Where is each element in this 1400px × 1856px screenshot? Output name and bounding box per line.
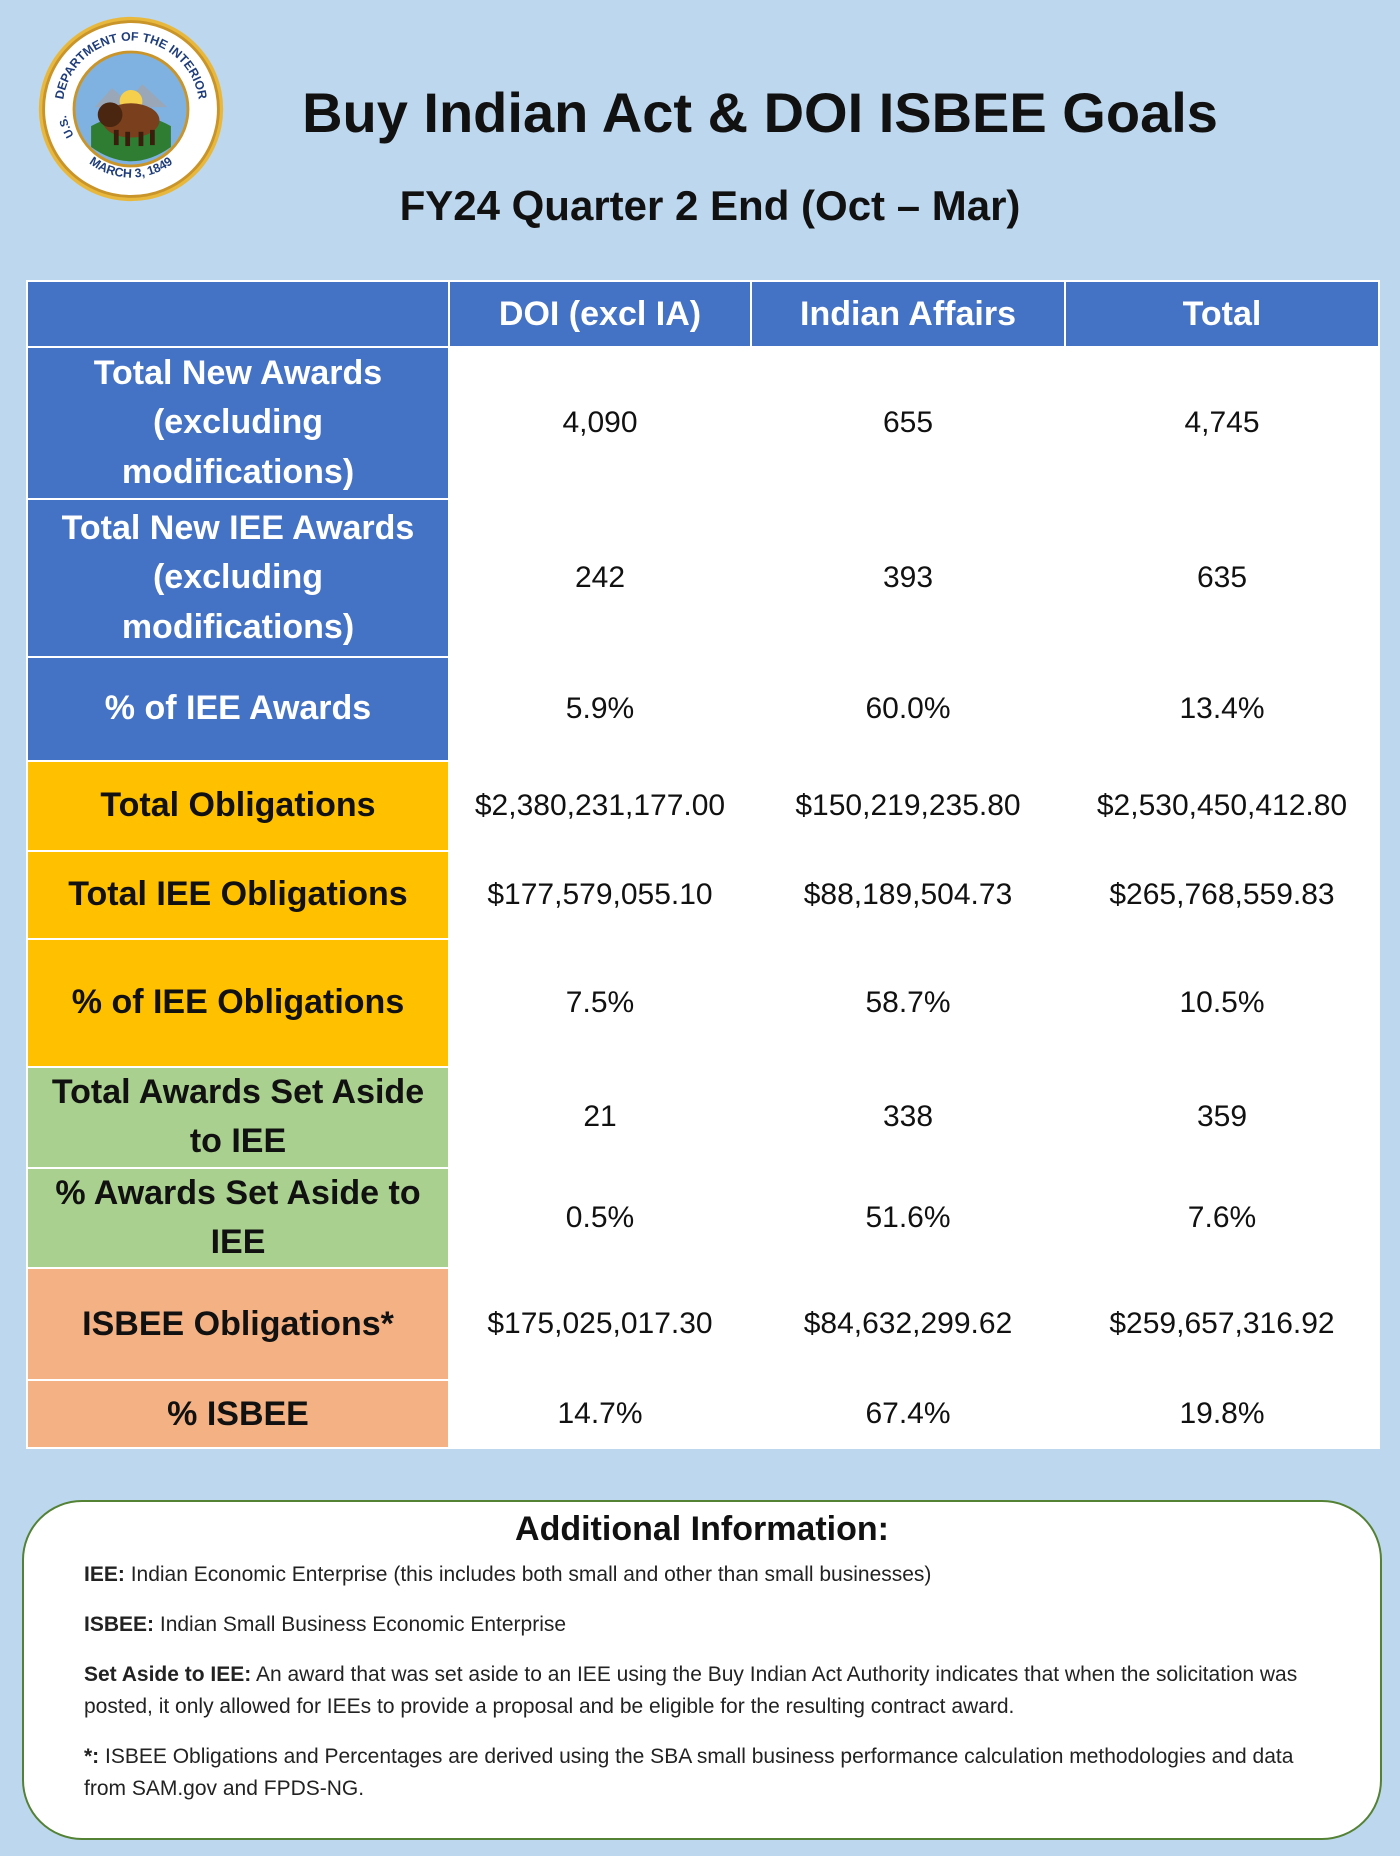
cell-doi: 0.5%	[448, 1166, 752, 1270]
cell-total: $2,530,450,412.80	[1064, 760, 1380, 852]
table-row: Total New IEE Awards (excluding modifica…	[26, 498, 1380, 658]
column-header-doi: DOI (excl IA)	[448, 280, 752, 348]
bison-icon	[97, 102, 160, 147]
definition-footnote: *: ISBEE Obligations and Percentages are…	[64, 1741, 1340, 1805]
definition-text: An award that was set aside to an IEE us…	[84, 1663, 1298, 1718]
doi-seal-logo: DEPARTMENT OF THE INTERIOR U.S. MARCH 3,…	[38, 16, 224, 202]
column-header-total: Total	[1064, 280, 1380, 348]
definition-set-aside: Set Aside to IEE: An award that was set …	[64, 1659, 1340, 1723]
cell-doi: 14.7%	[448, 1379, 752, 1450]
goals-table: DOI (excl IA) Indian Affairs Total Total…	[26, 280, 1380, 1450]
row-label: % of IEE Awards	[26, 656, 450, 762]
definition-iee: IEE: Indian Economic Enterprise (this in…	[64, 1559, 1340, 1591]
column-header-indian-affairs: Indian Affairs	[750, 280, 1066, 348]
cell-total: 19.8%	[1064, 1379, 1380, 1450]
table-header-row: DOI (excl IA) Indian Affairs Total	[26, 280, 1380, 348]
cell-doi: 4,090	[448, 346, 752, 500]
table-row: Total Awards Set Aside to IEE 21 338 359	[26, 1066, 1380, 1169]
cell-total: $265,768,559.83	[1064, 850, 1380, 940]
row-label: Total Awards Set Aside to IEE	[26, 1066, 450, 1169]
cell-total: 7.6%	[1064, 1166, 1380, 1270]
cell-doi: $177,579,055.10	[448, 850, 752, 940]
definition-text: ISBEE Obligations and Percentages are de…	[84, 1745, 1294, 1800]
page-subtitle: FY24 Quarter 2 End (Oct – Mar)	[399, 182, 1021, 229]
cell-total: 4,745	[1064, 346, 1380, 500]
page-title: Buy Indian Act & DOI ISBEE Goals	[302, 81, 1218, 144]
row-label: % Awards Set Aside to IEE	[26, 1166, 450, 1270]
definition-text: Indian Small Business Economic Enterpris…	[159, 1613, 567, 1636]
table-row: % of IEE Obligations 7.5% 58.7% 10.5%	[26, 938, 1380, 1068]
cell-total: 359	[1064, 1066, 1380, 1169]
cell-total: 10.5%	[1064, 938, 1380, 1068]
row-label: % ISBEE	[26, 1379, 450, 1450]
row-label: % of IEE Obligations	[26, 938, 450, 1068]
table-row: ISBEE Obligations* $175,025,017.30 $84,6…	[26, 1267, 1380, 1382]
row-label: Total IEE Obligations	[26, 850, 450, 940]
column-header-empty	[26, 280, 450, 348]
info-title: Additional Information:	[515, 1510, 889, 1548]
table-row: % ISBEE 14.7% 67.4% 19.8%	[26, 1379, 1380, 1450]
row-label: Total New IEE Awards (excluding modifica…	[26, 498, 450, 658]
cell-indian-affairs: 51.6%	[750, 1166, 1066, 1270]
definition-term: IEE:	[84, 1563, 125, 1586]
definition-text: Indian Economic Enterprise (this include…	[130, 1563, 932, 1586]
cell-indian-affairs: 60.0%	[750, 656, 1066, 762]
cell-indian-affairs: 67.4%	[750, 1379, 1066, 1450]
cell-indian-affairs: 655	[750, 346, 1066, 500]
additional-information-box: Additional Information: IEE: Indian Econ…	[22, 1500, 1382, 1840]
table-row: % of IEE Awards 5.9% 60.0% 13.4%	[26, 656, 1380, 762]
cell-total: $259,657,316.92	[1064, 1267, 1380, 1382]
cell-indian-affairs: 338	[750, 1066, 1066, 1169]
table-row: Total New Awards (excluding modification…	[26, 346, 1380, 500]
cell-indian-affairs: 58.7%	[750, 938, 1066, 1068]
cell-indian-affairs: $88,189,504.73	[750, 850, 1066, 940]
cell-doi: $2,380,231,177.00	[448, 760, 752, 852]
cell-doi: 21	[448, 1066, 752, 1169]
cell-total: 13.4%	[1064, 656, 1380, 762]
cell-doi: 7.5%	[448, 938, 752, 1068]
table-row: % Awards Set Aside to IEE 0.5% 51.6% 7.6…	[26, 1166, 1380, 1270]
cell-doi: 5.9%	[448, 656, 752, 762]
row-label: Total New Awards (excluding modification…	[26, 346, 450, 500]
cell-total: 635	[1064, 498, 1380, 658]
cell-doi: 242	[448, 498, 752, 658]
cell-indian-affairs: $150,219,235.80	[750, 760, 1066, 852]
cell-indian-affairs: 393	[750, 498, 1066, 658]
table-row: Total IEE Obligations $177,579,055.10 $8…	[26, 850, 1380, 940]
row-label: Total Obligations	[26, 760, 450, 852]
definition-term: *:	[84, 1745, 100, 1768]
definition-isbee: ISBEE: Indian Small Business Economic En…	[64, 1609, 1340, 1641]
row-label: ISBEE Obligations*	[26, 1267, 450, 1382]
table-row: Total Obligations $2,380,231,177.00 $150…	[26, 760, 1380, 852]
cell-indian-affairs: $84,632,299.62	[750, 1267, 1066, 1382]
cell-doi: $175,025,017.30	[448, 1267, 752, 1382]
definition-term: ISBEE:	[84, 1613, 155, 1636]
definition-term: Set Aside to IEE:	[84, 1663, 252, 1686]
